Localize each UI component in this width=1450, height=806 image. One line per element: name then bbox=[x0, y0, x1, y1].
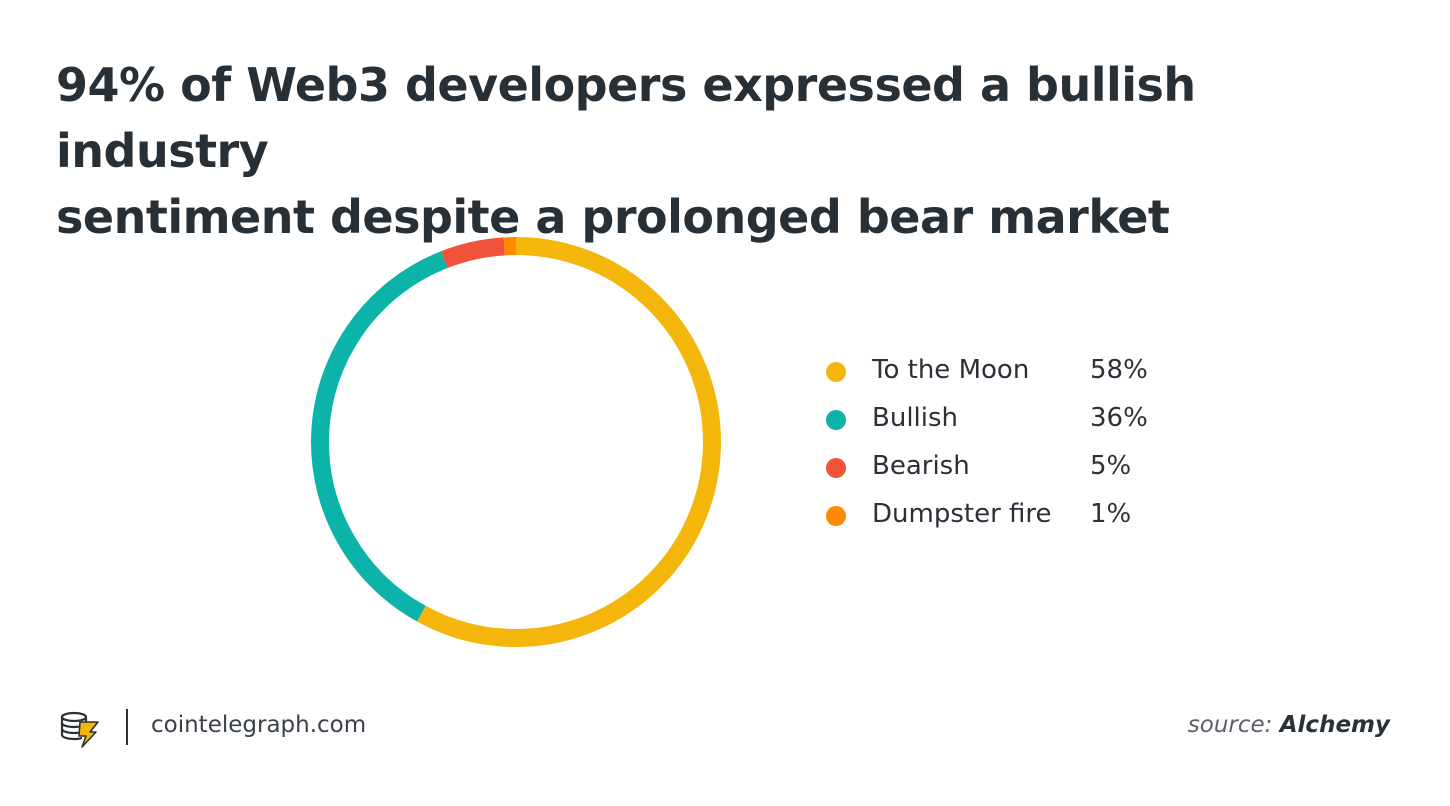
legend-dot bbox=[826, 458, 846, 478]
legend-item-bullish: Bullish 36% bbox=[822, 396, 1182, 444]
donut-chart bbox=[311, 237, 721, 647]
cointelegraph-logo-icon bbox=[60, 711, 99, 748]
footer-source: source: Alchemy bbox=[1188, 712, 1390, 738]
legend-dot bbox=[826, 410, 846, 430]
legend-dot bbox=[826, 362, 846, 382]
footer-site-link[interactable]: cointelegraph.com bbox=[151, 712, 367, 738]
legend-value: 36% bbox=[1090, 403, 1148, 433]
footer-divider bbox=[126, 709, 128, 745]
legend-item-to-the-moon: To the Moon 58% bbox=[822, 348, 1182, 396]
chart-legend: To the Moon 58% Bullish 36% Bearish 5% Dumpste… bbox=[822, 348, 1182, 540]
legend-label: To the Moon bbox=[872, 355, 1030, 385]
legend-label: Bearish bbox=[872, 451, 970, 481]
legend-value: 1% bbox=[1090, 499, 1132, 529]
donut-slice-dumpster-fire bbox=[311, 237, 721, 647]
legend-value: 5% bbox=[1090, 451, 1132, 481]
source-prefix: source: bbox=[1187, 712, 1280, 738]
legend-item-bearish: Bearish 5% bbox=[822, 444, 1182, 492]
chart-title: 94% of Web3 developers expressed a bulli… bbox=[56, 52, 1396, 250]
donut-slice-bullish bbox=[311, 237, 721, 647]
source-name: Alchemy bbox=[1279, 712, 1390, 738]
legend-value: 58% bbox=[1090, 355, 1148, 385]
legend-label: Bullish bbox=[872, 403, 959, 433]
legend-item-dumpster-fire: Dumpster fire 1% bbox=[822, 492, 1182, 540]
legend-label: Dumpster fire bbox=[872, 499, 1052, 529]
chart-title-line-2: sentiment despite a prolonged bear marke… bbox=[56, 190, 1170, 244]
legend-dot bbox=[826, 506, 846, 526]
chart-title-line-1: 94% of Web3 developers expressed a bulli… bbox=[56, 58, 1196, 178]
